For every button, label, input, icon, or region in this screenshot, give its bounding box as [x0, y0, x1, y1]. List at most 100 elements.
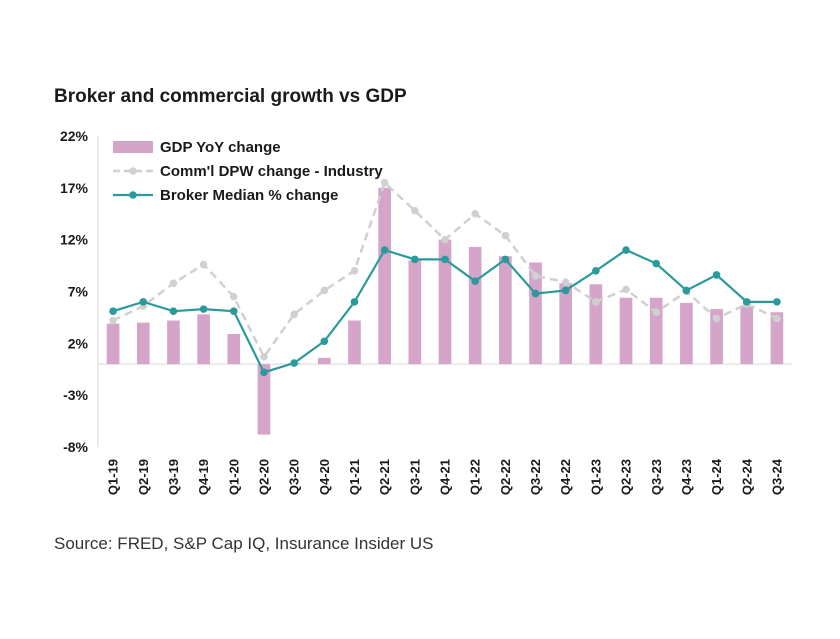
x-tick-label: Q2-20: [257, 459, 272, 495]
broker-point: [260, 368, 268, 377]
broker-point: [592, 266, 600, 275]
legend-label: Comm'l DPW change - Industry: [160, 163, 383, 180]
dpw-point: [622, 285, 630, 294]
broker-point: [652, 259, 661, 268]
dpw-point: [561, 278, 570, 286]
broker-point: [169, 307, 178, 315]
gdp-bar: [710, 309, 723, 365]
y-tick-label: -3%: [63, 387, 88, 403]
y-axis: -8% -3% 2% 7% 12% 17% 22%: [60, 128, 99, 455]
dpw-point: [109, 316, 117, 325]
chart-title: Broker and commercial growth vs GDP: [54, 86, 407, 107]
legend: GDP YoY change Comm'l DPW change - Indust…: [113, 139, 383, 204]
broker-point: [139, 298, 148, 306]
gdp-bar: [167, 320, 180, 365]
x-tick-label: Q2-19: [136, 459, 151, 495]
gdp-bar: [348, 320, 361, 365]
x-tick-label: Q2-24: [739, 458, 754, 495]
x-tick-label: Q4-22: [558, 459, 573, 495]
gdp-bar: [227, 334, 241, 365]
dpw-point: [320, 286, 329, 295]
y-tick-label: 12%: [60, 232, 89, 248]
gdp-bar: [136, 322, 150, 365]
broker-point: [501, 255, 510, 264]
gdp-bar: [619, 297, 633, 365]
dpw-point: [501, 231, 510, 240]
x-tick-label: Q4-21: [438, 459, 453, 495]
y-tick-label: 17%: [60, 180, 89, 196]
broker-point: [229, 307, 238, 315]
legend-label: GDP YoY change: [160, 139, 281, 156]
broker-point: [109, 307, 117, 315]
broker-point: [441, 255, 449, 264]
gdp-bar: [649, 297, 663, 365]
chart-source: Source: FRED, S&P Cap IQ, Insurance Insi…: [54, 534, 434, 553]
dpw-point: [169, 279, 178, 288]
dpw-point: [380, 178, 389, 187]
dpw-point: [290, 310, 298, 319]
gdp-bar: [317, 357, 331, 365]
x-tick-label: Q2-21: [377, 459, 392, 495]
broker-point: [622, 246, 630, 254]
legend-marker-broker: [129, 191, 137, 199]
x-tick-label: Q3-21: [407, 459, 422, 495]
gdp-bar: [468, 246, 482, 365]
dpw-point: [712, 314, 721, 323]
x-tick-label: Q1-22: [468, 459, 483, 495]
broker-point: [682, 286, 691, 295]
legend-marker-dpw: [129, 167, 137, 175]
broker-point: [199, 305, 208, 313]
gdp-bars: [106, 187, 784, 435]
gdp-bar: [197, 314, 210, 365]
y-tick-label: 7%: [68, 284, 89, 300]
x-tick-label: Q3-23: [649, 459, 664, 495]
gdp-bar: [589, 284, 603, 365]
broker-point: [471, 277, 479, 285]
dpw-point: [199, 260, 208, 269]
x-tick-label: Q3-24: [769, 458, 784, 495]
broker-point: [350, 298, 359, 306]
y-tick-label: 2%: [68, 335, 89, 351]
gdp-bar: [438, 239, 452, 365]
x-tick-label: Q3-22: [528, 459, 543, 495]
gdp-bar: [529, 262, 542, 365]
dpw-point: [531, 272, 540, 280]
dpw-point: [229, 292, 238, 301]
dpw-point: [592, 298, 600, 306]
x-tick-label: Q4-19: [196, 459, 211, 495]
gdp-bar: [499, 256, 512, 365]
gdp-bar: [680, 302, 693, 365]
legend-label: Broker Median % change: [160, 187, 338, 204]
broker-point: [380, 246, 389, 254]
dpw-point: [652, 308, 661, 317]
gdp-bar: [740, 306, 754, 365]
x-tick-label: Q1-21: [347, 459, 362, 495]
gdp-bar: [378, 187, 391, 365]
dpw-point: [260, 353, 268, 361]
dpw-point: [441, 235, 449, 244]
x-tick-label: Q2-22: [498, 459, 513, 495]
gdp-bar: [106, 323, 120, 365]
dpw-point: [471, 209, 479, 218]
broker-point: [320, 337, 329, 346]
broker-point: [531, 289, 540, 298]
broker-point: [773, 298, 781, 306]
x-tick-label: Q3-19: [166, 459, 181, 495]
dpw-point: [773, 314, 781, 323]
gdp-bar: [559, 283, 573, 365]
gdp-bar: [257, 364, 271, 435]
x-tick-label: Q3-20: [287, 459, 302, 495]
broker-point: [411, 255, 419, 264]
dpw-point: [350, 266, 359, 275]
x-tick-label: Q1-19: [106, 459, 121, 495]
broker-point: [742, 298, 751, 306]
broker-point: [712, 271, 721, 279]
y-tick-label: -8%: [63, 439, 88, 455]
broker-series: [109, 246, 781, 377]
legend-swatch-gdp: [113, 141, 153, 153]
gdp-bar: [770, 312, 784, 365]
broker-point: [561, 286, 570, 295]
broker-point: [290, 359, 298, 367]
x-tick-label: Q1-24: [709, 458, 724, 495]
